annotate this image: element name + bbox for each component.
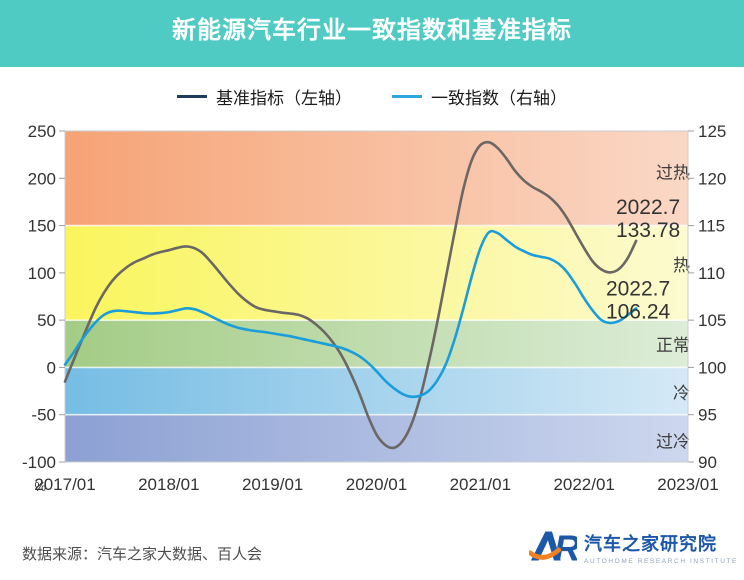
left-axis-tick-label: 150 <box>28 217 56 236</box>
band-label-normal: 正常 <box>656 336 690 355</box>
benchmark-line-swatch <box>177 94 207 98</box>
left-axis-tick-label: -100 <box>22 453 56 472</box>
legend-item-coincident: 一致指数（右轴） <box>392 84 567 109</box>
band-hot <box>65 225 688 321</box>
annotation-coincident-value: 106.24 <box>606 300 671 323</box>
band-label-cold: 冷 <box>673 384 690 403</box>
legend-label-benchmark: 基准指标（左轴） <box>216 88 352 108</box>
data-source-note: 数据来源：汽车之家大数据、百人会 <box>22 546 263 563</box>
logo-chinese-name: 汽车之家研究院 <box>584 533 718 554</box>
annotation-coincident-date: 2022.7 <box>606 277 670 300</box>
right-axis-tick-label: 100 <box>698 358 726 377</box>
right-axis-tick-label: 95 <box>698 406 717 425</box>
left-axis-tick-label: 200 <box>28 169 56 188</box>
left-axis-tick-label: 100 <box>28 264 56 283</box>
ar-logo-icon: R <box>529 527 577 567</box>
left-axis-tick-label: 250 <box>28 122 56 141</box>
band-cold <box>65 367 688 415</box>
left-axis-tick-label: 0 <box>47 358 56 377</box>
x-axis-tick-label: 2018/01 <box>138 475 199 494</box>
band-normal <box>65 320 688 368</box>
autohome-research-logo: R 汽车之家研究院 AUTOHOME RESEARCH INSTITUTE <box>529 527 738 567</box>
benchmark-line <box>63 140 638 450</box>
x-axis-tick-label: 2017/01 <box>34 475 95 494</box>
right-axis-tick-label: 90 <box>698 453 717 472</box>
left-axis-unit-label: % <box>34 479 46 494</box>
annotation-benchmark-date: 2022.7 <box>616 196 680 219</box>
x-axis-tick-label: 2020/01 <box>346 475 407 494</box>
logo-english-name: AUTOHOME RESEARCH INSTITUTE <box>584 557 738 565</box>
legend-item-benchmark: 基准指标（左轴） <box>177 84 352 109</box>
legend-label-coincident: 一致指数（右轴） <box>431 88 567 108</box>
x-axis-tick-label: 2019/01 <box>242 475 303 494</box>
right-axis-tick-label: 120 <box>698 169 726 188</box>
title-bar: 新能源汽车行业一致指数和基准指标 <box>0 0 744 67</box>
band-overheat <box>65 131 688 226</box>
x-axis-tick-label: 2021/01 <box>450 475 511 494</box>
coincident-line-swatch <box>392 94 422 98</box>
chart-title: 新能源汽车行业一致指数和基准指标 <box>172 17 572 44</box>
band-label-hot: 热 <box>673 256 690 275</box>
right-axis-tick-label: 115 <box>698 217 725 236</box>
x-axis-tick-label: 2023/01 <box>657 475 718 494</box>
right-axis-tick-label: 105 <box>698 311 726 330</box>
coincident-line <box>63 229 638 399</box>
svg-text:R: R <box>554 527 577 567</box>
left-axis-tick-label: 50 <box>37 311 56 330</box>
chart-legend: 基准指标（左轴） 一致指数（右轴） <box>0 84 744 109</box>
annotation-benchmark-value: 133.78 <box>616 219 680 242</box>
band-overcold <box>65 414 688 462</box>
x-axis-tick-label: 2022/01 <box>553 475 614 494</box>
right-axis-tick-label: 110 <box>698 264 725 283</box>
band-label-overheat: 过热 <box>656 163 690 182</box>
plot-border <box>64 130 689 463</box>
left-axis-tick-label: -50 <box>31 406 56 425</box>
band-label-overcold: 过冷 <box>656 432 690 451</box>
right-axis-tick-label: 125 <box>698 122 726 141</box>
